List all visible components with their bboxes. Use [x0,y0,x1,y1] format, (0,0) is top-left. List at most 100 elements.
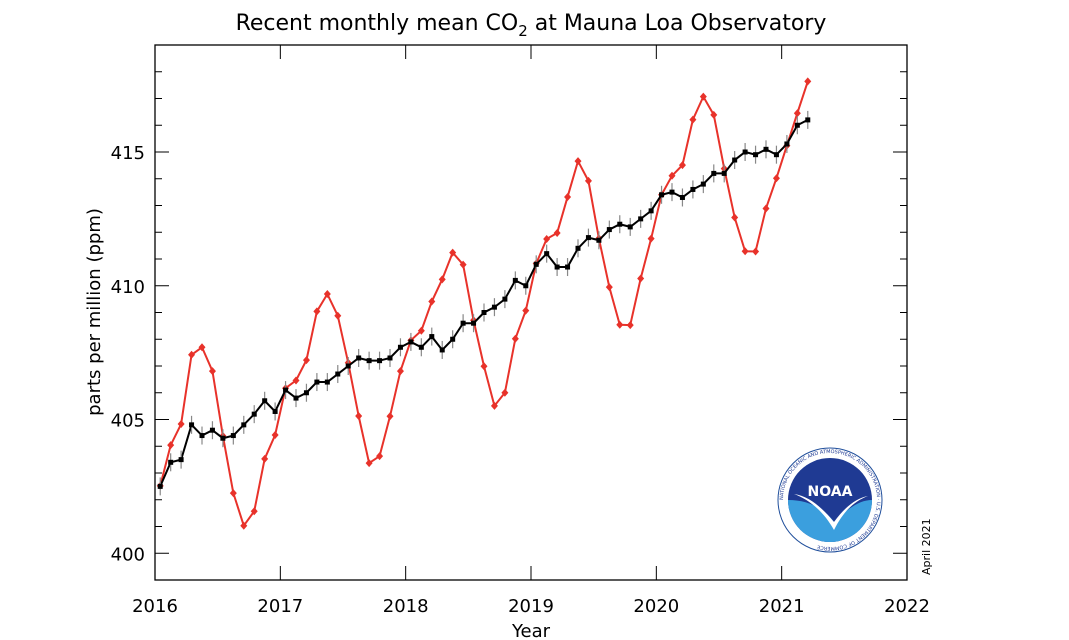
data-point [772,174,780,183]
data-point [438,275,446,284]
x-tick-label: 2021 [759,596,805,617]
data-point [794,122,800,128]
data-point [511,334,519,343]
series-1 [157,110,811,496]
data-point [564,192,572,201]
data-point [626,321,634,330]
data-point [721,170,727,176]
data-point [366,358,372,364]
x-tick-label: 2022 [884,596,930,617]
data-point [752,247,760,256]
data-point [689,115,697,124]
data-point [355,412,363,421]
data-point [272,408,278,414]
data-point [804,77,812,86]
data-point [335,371,341,377]
noaa-logo: NOAA NATIONAL OCEANIC AND ATMOSPHERIC AD… [777,447,883,553]
data-point [678,161,686,170]
y-tick-label: 410 [111,277,145,298]
data-point [198,343,206,352]
data-point [596,237,602,243]
data-point [648,208,654,214]
data-point [178,457,184,463]
data-point [679,194,685,200]
data-point [459,260,467,269]
data-point [565,264,571,270]
data-point [199,433,205,439]
data-point [753,152,759,158]
data-point [241,422,247,428]
data-point [365,459,373,468]
data-point [606,227,612,233]
data-point [554,264,560,270]
data-point [240,521,248,530]
data-point [377,358,383,364]
data-point [313,307,321,316]
data-point [501,388,509,397]
data-point [302,356,310,365]
data-point [261,454,269,463]
data-point [250,507,258,516]
data-point [397,344,403,350]
data-point [314,379,320,385]
data-point [784,141,790,147]
data-point [168,459,174,465]
data-point [523,283,529,289]
data-point [251,411,257,417]
data-point [439,347,445,353]
data-point [490,401,498,410]
data-point [292,376,300,385]
data-point [471,320,477,326]
data-point [396,367,404,376]
data-point [700,181,706,187]
data-point [731,213,739,222]
data-point [189,422,195,428]
data-point [741,247,749,256]
x-tick-label: 2020 [633,596,679,617]
data-point [711,170,717,176]
chart-title: Recent monthly mean CO2 at Mauna Loa Obs… [236,11,827,40]
data-point [262,398,268,404]
data-point [408,339,414,345]
data-point [417,326,425,335]
data-point [229,489,237,498]
y-tick-label: 415 [111,143,145,164]
x-tick-label: 2017 [257,596,303,617]
data-point [480,362,488,371]
data-point [450,336,456,342]
data-point [491,304,497,310]
data-point [449,248,457,257]
data-point [605,283,613,292]
data-point [627,224,633,230]
data-point [659,192,665,198]
data-point [324,379,330,385]
data-point [502,296,508,302]
data-point [637,274,645,283]
data-point [356,355,362,361]
x-tick-label: 2018 [383,596,429,617]
data-point [283,387,289,393]
data-point [699,92,707,101]
data-point [668,171,676,180]
data-point [460,320,466,326]
data-point [638,216,644,222]
data-point [209,427,215,433]
data-point [293,395,299,401]
data-point [418,344,424,350]
data-point [522,306,530,315]
y-tick-label: 405 [111,411,145,432]
data-point [544,251,550,257]
y-axis-label: parts per million (ppm) [84,208,105,416]
y-tick-label: 400 [111,544,145,565]
data-point [742,149,748,155]
data-point [585,235,591,241]
data-point [763,146,769,152]
data-point [334,311,342,320]
data-point [553,229,561,238]
data-point [177,420,185,429]
data-point [793,109,801,118]
data-point [303,390,309,396]
data-point [647,234,655,243]
data-point [188,350,196,359]
